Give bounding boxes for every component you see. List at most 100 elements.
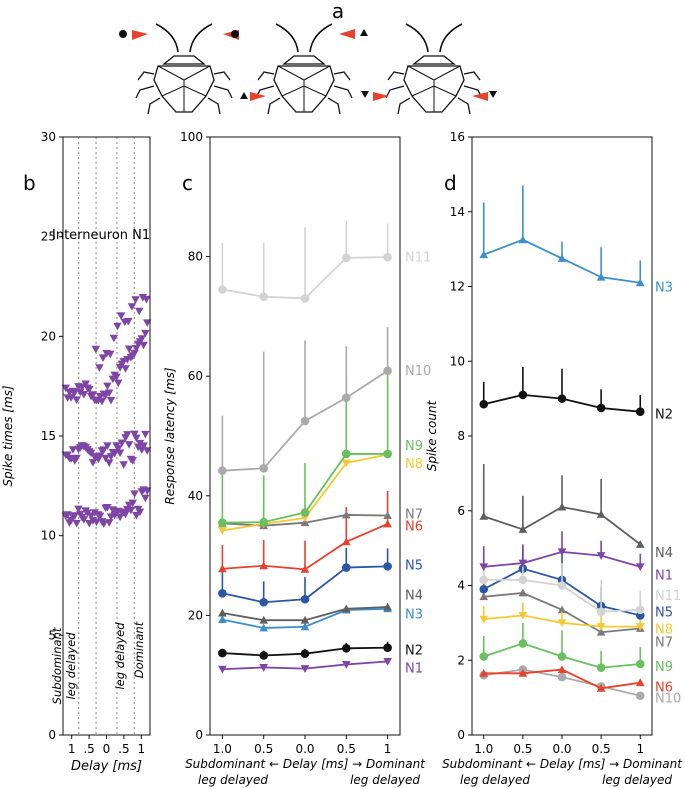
panel-b-xlabel: Delay [ms] [71,759,142,774]
data-point [259,663,268,672]
data-point [259,463,268,473]
series-label: N8 [655,622,673,637]
series-label: N3 [405,608,423,623]
spike-point [112,373,121,382]
panel-b: 0 5 10 15 20 25 30 1 .5 0 .5 1 b Interneuron N1 Delay … [1,130,152,774]
x-tick-label: 0.5 [592,742,611,756]
spike-point [124,345,134,354]
series-label: N4 [405,588,423,603]
spike-point [132,434,141,443]
data-point [635,278,645,287]
y-tick-label: 60 [188,369,203,383]
series-N11: N11 [479,561,681,616]
data-point [635,623,645,631]
spike-point [105,389,114,398]
x-tick-label: 1 [636,742,644,756]
spike-point [103,503,112,512]
panel-b-title: Interneuron N1 [52,228,150,243]
series-label: N11 [405,251,431,266]
data-point [557,672,567,682]
data-point [479,592,489,601]
spike-point [79,516,89,524]
panel-d-label: d [444,171,457,195]
series-N10: N10 [218,327,431,475]
y-tick-label: 0 [48,728,56,742]
data-point [342,510,351,519]
data-point [518,559,528,568]
series-label: N1 [655,568,673,583]
y-tick-label: 30 [41,130,56,144]
x-tick-label: 1.0 [474,742,493,756]
data-point [596,510,606,518]
series-N4: N4 [218,588,423,624]
series-N10: N10 [479,665,681,707]
panel-d-xlabel-left: leg delayed [460,773,530,787]
panel-c-ylabel: Response latency [ms] [163,367,177,505]
data-point [518,669,528,677]
x-tick-label: 0.5 [337,742,356,756]
series-N6: N6 [479,665,673,695]
spike-point [132,511,141,520]
stimulus-symbols [119,29,497,101]
data-point [518,235,528,244]
spike-point [67,394,76,402]
x-tick-label: 0.0 [552,742,571,756]
y-tick-label: 80 [188,250,203,264]
stimulus-down-triangle [489,91,497,98]
data-point [342,393,351,403]
red-arrow [132,30,148,40]
data-point [557,652,567,661]
spike-point [135,307,144,316]
data-point [635,678,645,687]
x-tick-label: 1.0 [213,742,232,756]
spike-point [130,490,139,498]
y-tick-label: 4 [457,579,465,593]
spike-point [70,388,80,397]
series-N3: N3 [218,604,423,632]
data-point [383,562,392,571]
data-point [635,407,645,417]
stimulus-triangle [240,92,248,99]
data-point [218,518,227,528]
spike-point [86,449,96,458]
series-N5: N5 [218,547,423,607]
spike-point [91,345,100,354]
spike-point [113,322,122,331]
spike-point [114,379,123,388]
data-point [342,604,351,613]
data-point [596,607,606,616]
data-point [518,575,528,585]
panel-c-xlabel: Subdominant ← Delay [ms] → Dominant [185,757,426,771]
spike-point [114,445,123,453]
panel-a-label: a [332,0,344,23]
spike-point [139,442,148,450]
panel-c-xlabel-left: leg delayed [198,773,268,787]
data-point [218,466,227,475]
data-point [259,597,268,607]
spike-point [126,506,136,515]
panel-c-label: c [182,171,193,195]
spike-point [137,335,146,343]
series-N6: N6 [218,491,423,573]
spike-point [81,380,90,389]
spike-point [110,449,119,458]
data-point [596,623,606,631]
data-point [518,525,528,533]
spike-point [139,341,148,350]
panel-d-xlabel: Subdominant ← Delay [ms] → Dominant [442,757,683,771]
data-point [383,658,392,666]
data-point [300,594,310,604]
data-point [596,403,606,413]
spike-point [106,350,115,359]
series-N11: N11 [218,220,431,303]
bug-diagram-3 [385,23,483,115]
data-point [635,540,645,548]
data-point [383,643,392,652]
data-point [557,394,567,403]
data-point [218,527,227,535]
spike-point [63,511,72,519]
spike-point [95,452,105,461]
spike-point [119,461,128,469]
spike-point [130,430,139,439]
y-tick-label: 6 [457,504,465,518]
